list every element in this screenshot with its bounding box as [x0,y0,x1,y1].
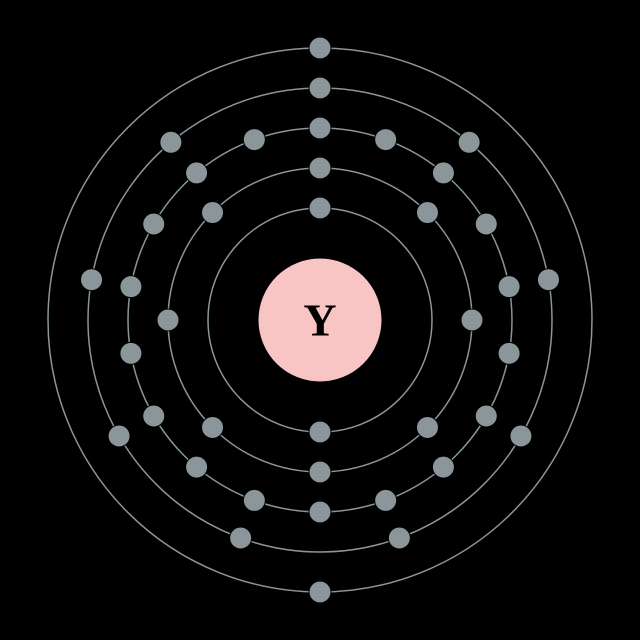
diagram-svg: Y [0,0,640,640]
electron-shell-2 [202,416,224,438]
electron-shell-3 [498,342,520,364]
electron-shell-3 [243,489,265,511]
electron-shell-4 [309,77,331,99]
electron-shell-2 [416,416,438,438]
electron-shell-3 [475,213,497,235]
electron-shell-3 [475,405,497,427]
electron-shell-4 [81,269,103,291]
electron-shell-4 [388,527,410,549]
electron-shell-2 [157,309,179,331]
element-symbol: Y [303,295,336,346]
electron-shell-3 [143,213,165,235]
electron-shell-1 [309,197,331,219]
electron-shell-3 [120,276,142,298]
electron-shell-2 [461,309,483,331]
electron-shell-3 [186,456,208,478]
electron-shell-3 [243,129,265,151]
electron-shell-3 [498,276,520,298]
electron-shell-3 [432,456,454,478]
electron-shell-3 [432,162,454,184]
electron-shell-3 [375,129,397,151]
electron-shell-4 [537,269,559,291]
electron-shell-3 [120,342,142,364]
electron-shell-4 [510,425,532,447]
electron-shell-3 [375,489,397,511]
electron-shell-4 [458,131,480,153]
electron-shell-3 [186,162,208,184]
electron-shell-diagram: Y [0,0,640,640]
electron-shell-3 [309,501,331,523]
electron-shell-5 [309,37,331,59]
electron-shell-1 [309,421,331,443]
electron-shell-2 [309,461,331,483]
electron-shell-5 [309,581,331,603]
electron-shell-3 [309,117,331,139]
electron-shell-2 [202,202,224,224]
electron-shell-2 [309,157,331,179]
electron-shell-4 [160,131,182,153]
electron-shell-4 [108,425,130,447]
electron-shell-3 [143,405,165,427]
electron-shell-2 [416,202,438,224]
electron-shell-4 [230,527,252,549]
